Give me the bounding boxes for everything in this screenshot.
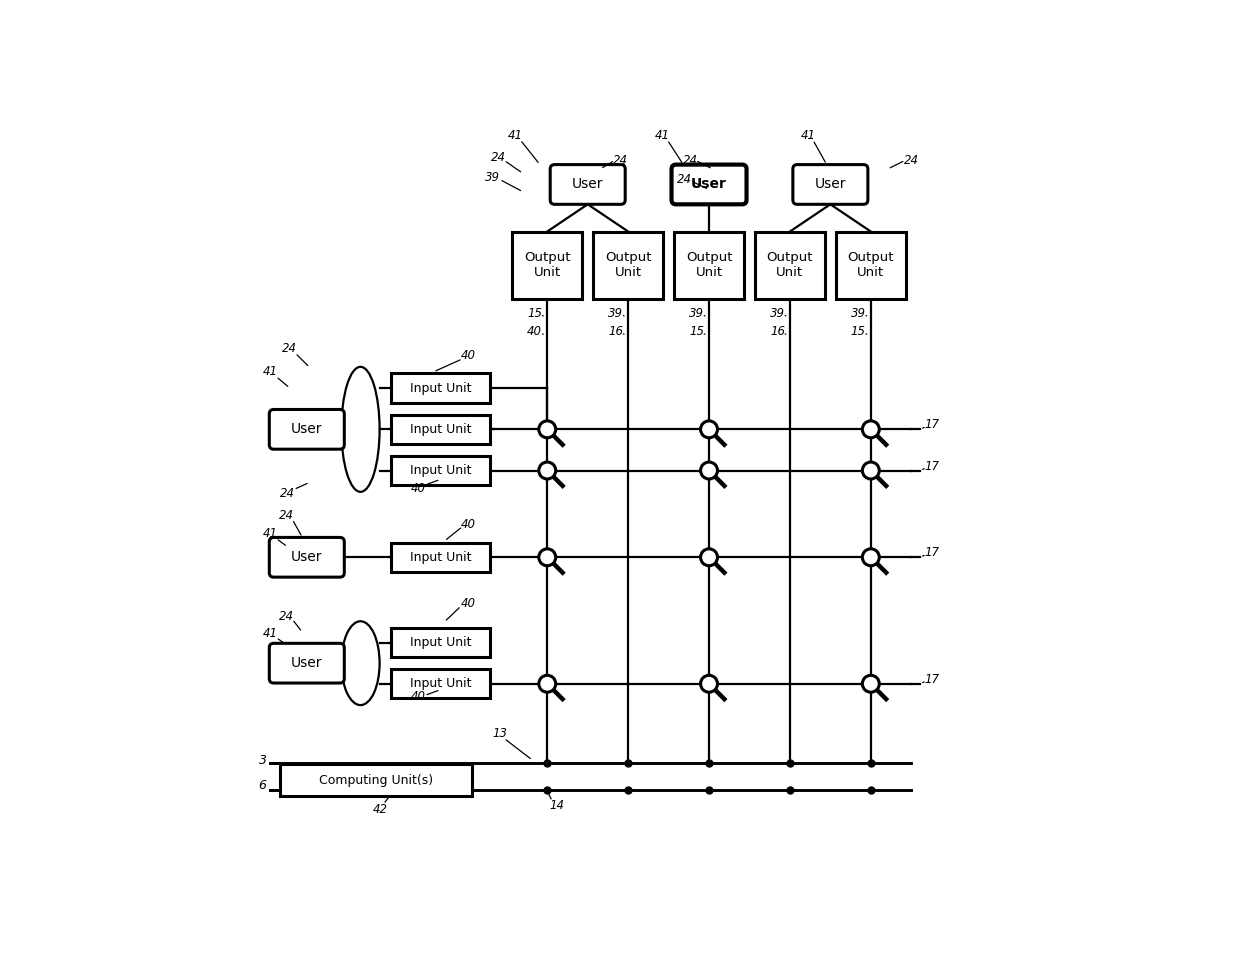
Circle shape bbox=[862, 549, 879, 565]
FancyBboxPatch shape bbox=[672, 164, 746, 204]
Circle shape bbox=[701, 462, 718, 479]
FancyBboxPatch shape bbox=[269, 644, 345, 683]
Circle shape bbox=[539, 675, 556, 692]
Circle shape bbox=[539, 462, 556, 479]
Text: Output
Unit: Output Unit bbox=[686, 251, 733, 280]
Text: Input Unit: Input Unit bbox=[410, 677, 471, 690]
Circle shape bbox=[862, 462, 879, 479]
Text: 41: 41 bbox=[508, 129, 523, 141]
Text: 24: 24 bbox=[614, 154, 629, 167]
Text: 6: 6 bbox=[259, 778, 267, 792]
Text: Output
Unit: Output Unit bbox=[848, 251, 894, 280]
FancyBboxPatch shape bbox=[391, 627, 490, 657]
Text: 41: 41 bbox=[263, 527, 278, 541]
Text: 15: 15 bbox=[689, 325, 704, 338]
Text: Input Unit: Input Unit bbox=[410, 382, 471, 394]
Circle shape bbox=[539, 421, 556, 437]
Text: User: User bbox=[691, 178, 727, 191]
Text: Output
Unit: Output Unit bbox=[766, 251, 813, 280]
Text: 24: 24 bbox=[279, 509, 294, 521]
Text: 24: 24 bbox=[683, 154, 698, 167]
Text: Computing Unit(s): Computing Unit(s) bbox=[319, 774, 433, 787]
FancyBboxPatch shape bbox=[391, 456, 490, 485]
Text: 16: 16 bbox=[608, 325, 624, 338]
Text: 40: 40 bbox=[461, 519, 476, 531]
Text: Input Unit: Input Unit bbox=[410, 551, 471, 563]
FancyBboxPatch shape bbox=[391, 669, 490, 698]
Text: User: User bbox=[291, 550, 322, 564]
Text: Input Unit: Input Unit bbox=[410, 464, 471, 477]
Text: 40: 40 bbox=[527, 325, 542, 338]
Text: 13: 13 bbox=[492, 728, 507, 740]
FancyBboxPatch shape bbox=[280, 764, 471, 796]
Text: User: User bbox=[291, 422, 322, 436]
Text: 24: 24 bbox=[677, 173, 692, 186]
Text: 17: 17 bbox=[924, 418, 940, 432]
Text: 41: 41 bbox=[801, 129, 816, 141]
Text: 41: 41 bbox=[655, 129, 670, 141]
FancyBboxPatch shape bbox=[675, 231, 744, 299]
Circle shape bbox=[539, 549, 556, 565]
Text: 40: 40 bbox=[412, 690, 427, 704]
Text: 39: 39 bbox=[770, 307, 785, 320]
Circle shape bbox=[701, 549, 718, 565]
FancyBboxPatch shape bbox=[836, 231, 905, 299]
Ellipse shape bbox=[341, 622, 379, 705]
Circle shape bbox=[862, 675, 879, 692]
Text: User: User bbox=[572, 178, 604, 191]
Text: User: User bbox=[815, 178, 846, 191]
FancyBboxPatch shape bbox=[755, 231, 825, 299]
Text: 17: 17 bbox=[924, 546, 940, 560]
Text: 42: 42 bbox=[373, 803, 388, 816]
Circle shape bbox=[701, 675, 718, 692]
Text: 24: 24 bbox=[280, 487, 295, 499]
Circle shape bbox=[862, 421, 879, 437]
FancyBboxPatch shape bbox=[551, 164, 625, 204]
Text: 24: 24 bbox=[904, 154, 919, 167]
Text: 41: 41 bbox=[263, 366, 278, 378]
Text: 39: 39 bbox=[485, 171, 500, 183]
Circle shape bbox=[701, 421, 718, 437]
Text: 24: 24 bbox=[279, 609, 294, 623]
Text: 17: 17 bbox=[924, 459, 940, 473]
Text: 15: 15 bbox=[851, 325, 866, 338]
Text: Input Unit: Input Unit bbox=[410, 636, 471, 649]
Text: 24: 24 bbox=[283, 342, 298, 355]
Text: 24: 24 bbox=[491, 151, 506, 163]
Text: 40: 40 bbox=[461, 597, 476, 610]
Text: 14: 14 bbox=[549, 799, 564, 813]
Text: Output
Unit: Output Unit bbox=[525, 251, 570, 280]
FancyBboxPatch shape bbox=[391, 542, 490, 572]
Text: 40: 40 bbox=[412, 481, 427, 495]
FancyBboxPatch shape bbox=[512, 231, 583, 299]
Text: 39: 39 bbox=[608, 307, 624, 320]
Text: 39: 39 bbox=[689, 307, 704, 320]
FancyBboxPatch shape bbox=[391, 373, 490, 403]
FancyBboxPatch shape bbox=[792, 164, 868, 204]
Text: 3: 3 bbox=[259, 753, 267, 767]
Text: Output
Unit: Output Unit bbox=[605, 251, 651, 280]
Text: 40: 40 bbox=[461, 350, 476, 362]
Text: 17: 17 bbox=[924, 673, 940, 686]
Ellipse shape bbox=[341, 367, 379, 492]
Text: Input Unit: Input Unit bbox=[410, 423, 471, 435]
Text: 39: 39 bbox=[851, 307, 866, 320]
FancyBboxPatch shape bbox=[269, 538, 345, 577]
Text: 16: 16 bbox=[770, 325, 785, 338]
Text: User: User bbox=[291, 656, 322, 670]
FancyBboxPatch shape bbox=[391, 414, 490, 444]
FancyBboxPatch shape bbox=[593, 231, 663, 299]
Text: 41: 41 bbox=[263, 626, 278, 640]
FancyBboxPatch shape bbox=[269, 410, 345, 449]
Text: 15: 15 bbox=[527, 307, 542, 320]
